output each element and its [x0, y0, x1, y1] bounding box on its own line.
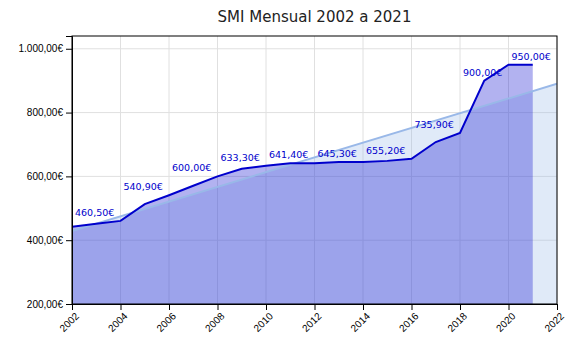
y-tick-mark: [66, 304, 72, 305]
x-tick-mark: [218, 304, 219, 310]
annotations: 460,50€ 540,90€ 600,00€ 633,30€ 641,40€ 645,3…: [75, 51, 551, 218]
x-tick-label: 2012: [300, 310, 324, 334]
x-tick-label: 2016: [397, 310, 421, 334]
x-tick: 2018: [445, 304, 469, 334]
chart: 2002 2004 2006 2008 2010 2012 2014 2016 2018 2020…: [0, 0, 585, 350]
y-tick: 800,00€: [27, 107, 72, 118]
plot: 2002 2004 2006 2008 2010 2012 2014 2016 2018 2020…: [19, 36, 567, 334]
x-tick: 2014: [348, 304, 372, 334]
y-tick: 1.000,00€: [19, 43, 73, 54]
x-tick-label: 2002: [57, 310, 81, 334]
y-axis: 200,00€ 400,00€ 600,00€ 800,00€ 1.000,00€: [19, 37, 73, 310]
annotation: 735,90€: [415, 119, 454, 130]
x-tick: 2016: [397, 304, 421, 334]
x-tick-label: 2020: [494, 310, 518, 334]
marks: [72, 65, 557, 304]
x-axis: 2002 2004 2006 2008 2010 2012 2014 2016 2018 2020…: [57, 304, 566, 334]
x-tick-label: 2004: [106, 310, 130, 334]
y-axis-line: [66, 37, 73, 305]
annotation: 540,90€: [124, 181, 163, 192]
x-tick-label: 2014: [348, 310, 372, 334]
grid-line-y: [72, 48, 557, 49]
x-tick-mark: [121, 304, 122, 310]
x-tick: 2012: [300, 304, 324, 334]
y-tick-mark: [66, 49, 72, 50]
y-tick: 400,00€: [27, 235, 72, 246]
y-tick-label: 600,00€: [27, 171, 64, 182]
annotation: 460,50€: [75, 207, 114, 218]
y-tick-label: 800,00€: [27, 107, 64, 118]
y-tick: 600,00€: [27, 171, 72, 182]
y-tick-label: 1.000,00€: [19, 43, 64, 54]
x-tick: 2022: [542, 304, 566, 334]
x-tick-label: 2006: [154, 310, 178, 334]
y-tick: 200,00€: [27, 299, 72, 310]
area-fill: [72, 65, 533, 304]
x-tick: 2006: [154, 304, 178, 334]
x-tick-mark: [557, 304, 558, 310]
x-tick: 2004: [106, 304, 130, 334]
x-tick-label: 2010: [251, 310, 275, 334]
annotation: 900,00€: [463, 67, 502, 78]
annotation: 655,20€: [366, 145, 405, 156]
x-tick-mark: [509, 304, 510, 310]
x-tick-label: 2008: [203, 310, 227, 334]
x-tick-label: 2022: [542, 310, 566, 334]
grid: [72, 36, 557, 304]
annotation: 600,00€: [172, 162, 211, 173]
annotation: 645,30€: [318, 148, 357, 159]
x-tick-label: 2018: [445, 310, 469, 334]
x-tick-mark: [460, 304, 461, 310]
line: [72, 84, 557, 231]
y-tick-mark: [66, 176, 72, 177]
y-tick-label: 200,00€: [27, 299, 64, 310]
y-tick-label: 400,00€: [27, 235, 64, 246]
x-tick: 2010: [251, 304, 275, 334]
annotation: 641,40€: [269, 149, 308, 160]
y-tick-mark: [66, 113, 72, 114]
x-tick: 2020: [494, 304, 518, 334]
x-tick-mark: [169, 304, 170, 310]
plot-frame: [72, 36, 557, 304]
y-tick-mark: [66, 240, 72, 241]
x-tick-mark: [363, 304, 364, 310]
line: [72, 65, 533, 227]
x-axis-line: [73, 305, 558, 311]
x-tick: 2008: [203, 304, 227, 334]
x-tick-mark: [315, 304, 316, 310]
title: SMI Mensual 2002 a 2021: [218, 8, 412, 26]
annotation: 950,00€: [512, 51, 551, 62]
x-tick-mark: [266, 304, 267, 310]
x-tick-mark: [412, 304, 413, 310]
annotation: 633,30€: [221, 152, 260, 163]
